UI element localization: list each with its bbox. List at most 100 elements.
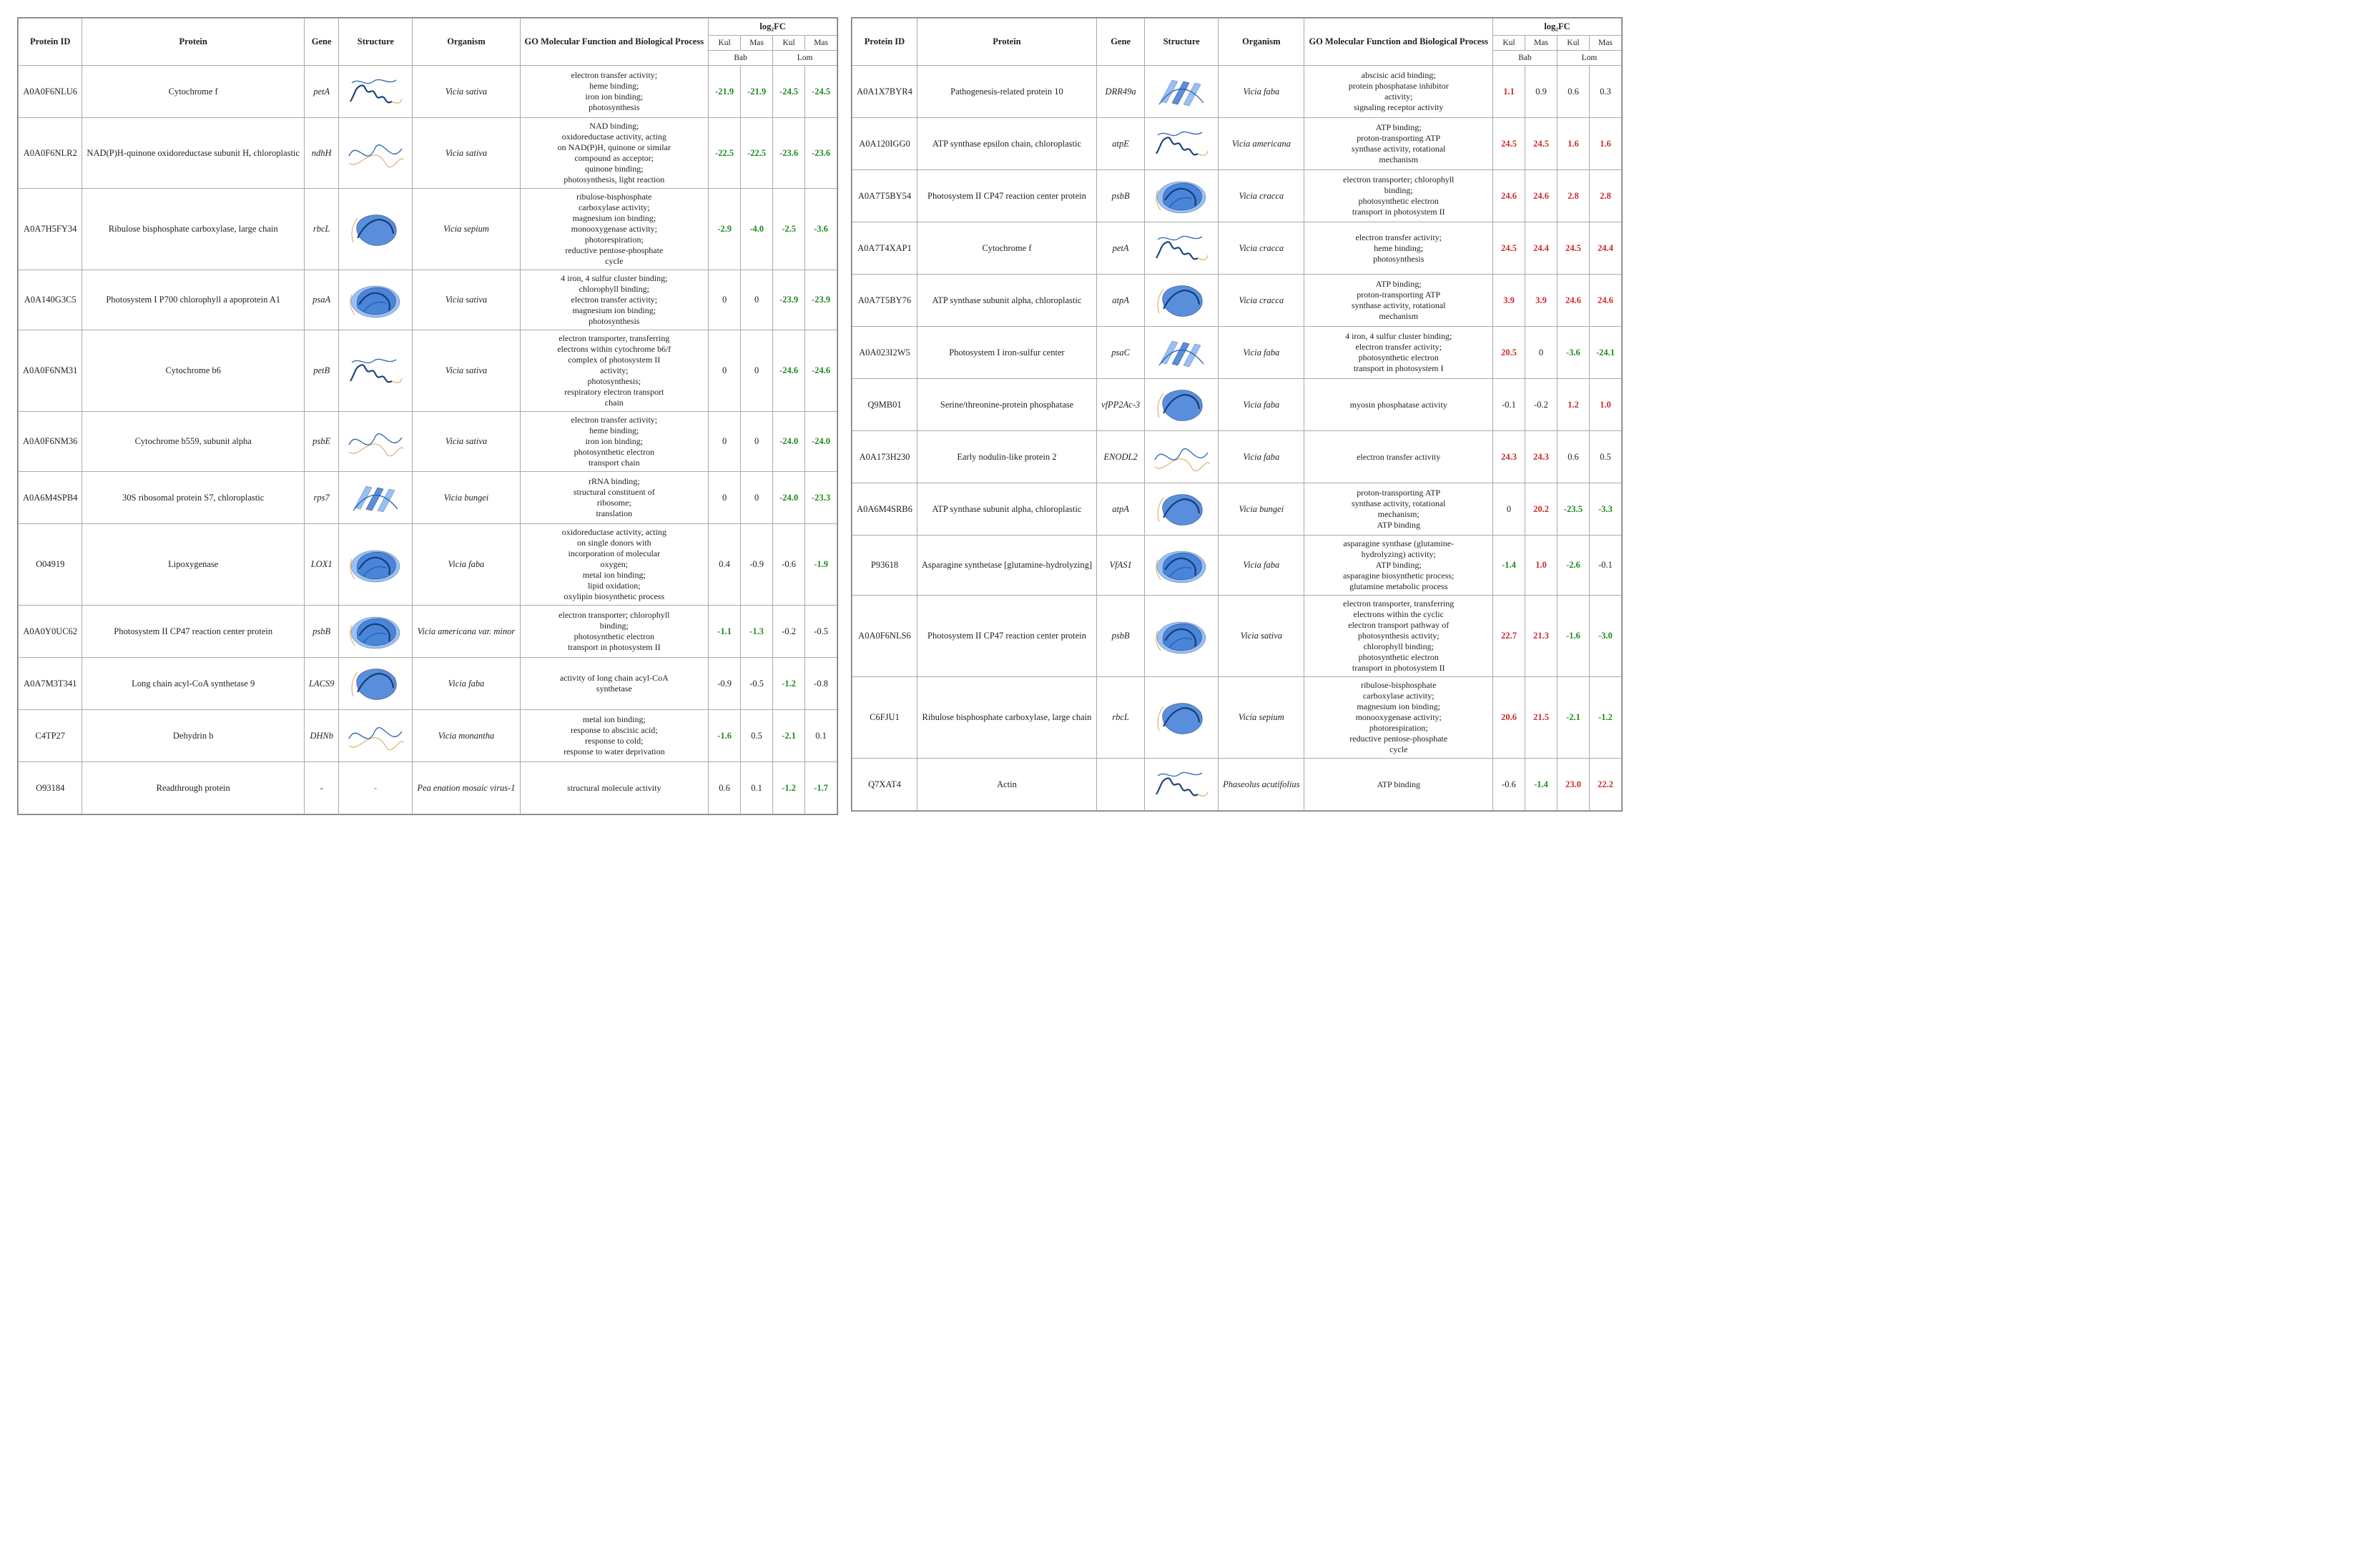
cell-organism: Vicia faba [1219,379,1304,431]
protein-table-right: Protein ID Protein Gene Structure Organi… [852,18,1622,811]
hdr-kul-2: Kul [773,36,805,51]
cell-structure [1145,66,1219,118]
cell-log2fc: -3.6 [1557,327,1590,379]
table-header: Protein ID Protein Gene Structure Organi… [19,19,837,66]
cell-log2fc: 24.3 [1525,431,1557,483]
cell-gene: rps7 [304,472,338,524]
cell-log2fc: -0.2 [773,606,805,658]
cell-log2fc: -4.0 [741,189,773,270]
table-row: A0A0F6NM31Cytochrome b6petB Vicia sativa… [19,330,837,412]
table-header: Protein ID Protein Gene Structure Organi… [852,19,1622,66]
cell-log2fc: 22.7 [1493,596,1525,677]
cell-protein-id: A0A7M3T341 [19,658,82,710]
cell-structure [1145,170,1219,222]
cell-protein: Cytochrome f [917,222,1096,275]
cell-log2fc: 0 [741,472,773,524]
cell-log2fc: -1.2 [773,762,805,814]
cell-protein: Ribulose bisphosphate carboxylase, large… [82,189,305,270]
table-row: A0A023I2W5Photosystem I iron-sulfur cent… [852,327,1622,379]
cell-log2fc: 1.1 [1493,66,1525,118]
cell-protein-id: A0A6M4SRB6 [852,483,917,536]
cell-gene [1097,759,1145,811]
cell-log2fc: 1.0 [1590,379,1622,431]
cell-protein: Cytochrome b6 [82,330,305,412]
cell-protein-id: A0A7T5BY54 [852,170,917,222]
cell-protein-id: P93618 [852,536,917,596]
cell-organism: Vicia monantha [413,710,520,762]
cell-log2fc: -24.5 [805,66,837,118]
hdr-bab: Bab [1493,51,1557,66]
cell-protein-id: A0A0F6NM36 [19,412,82,472]
cell-organism: Vicia bungei [413,472,520,524]
cell-protein: Photosystem II CP47 reaction center prot… [917,596,1096,677]
cell-protein-id: Q9MB01 [852,379,917,431]
table-row: C6FJU1Ribulose bisphosphate carboxylase,… [852,677,1622,759]
cell-organism: Vicia sativa [413,412,520,472]
hdr-organism: Organism [1219,19,1304,66]
table-row: A0A7T5BY54Photosystem II CP47 reaction c… [852,170,1622,222]
cell-log2fc: -1.3 [741,606,773,658]
cell-protein: ATP synthase subunit alpha, chloroplasti… [917,483,1096,536]
cell-log2fc: 0 [709,330,741,412]
cell-structure [1145,483,1219,536]
cell-gene: psbB [304,606,338,658]
cell-log2fc: 0.6 [1557,431,1590,483]
cell-go: metal ion binding;response to abscisic a… [520,710,709,762]
cell-log2fc: 3.9 [1525,275,1557,327]
cell-log2fc: -23.5 [1557,483,1590,536]
cell-go: NAD binding;oxidoreductase activity, act… [520,118,709,189]
cell-log2fc: 0 [1525,327,1557,379]
cell-protein: Photosystem II CP47 reaction center prot… [82,606,305,658]
cell-protein: NAD(P)H-quinone oxidoreductase subunit H… [82,118,305,189]
cell-log2fc: 0.4 [709,524,741,606]
cell-log2fc: 1.0 [1525,536,1557,596]
cell-log2fc: -2.9 [709,189,741,270]
cell-protein-id: C6FJU1 [852,677,917,759]
cell-protein: Cytochrome b559, subunit alpha [82,412,305,472]
cell-organism: Vicia sativa [413,66,520,118]
cell-go: activity of long chain acyl-CoAsynthetas… [520,658,709,710]
cell-go: ribulose-bisphosphatecarboxylase activit… [1304,677,1493,759]
cell-structure [1145,677,1219,759]
table-row: A0A7M3T341Long chain acyl-CoA synthetase… [19,658,837,710]
cell-log2fc: -1.4 [1493,536,1525,596]
cell-go: rRNA binding;structural constituent ofri… [520,472,709,524]
cell-protein-id: A0A0F6NLU6 [19,66,82,118]
hdr-protein-id: Protein ID [852,19,917,66]
cell-protein: 30S ribosomal protein S7, chloroplastic [82,472,305,524]
cell-log2fc: -24.0 [773,472,805,524]
cell-go: ATP binding;proton-transporting ATPsynth… [1304,275,1493,327]
cell-go: 4 iron, 4 sulfur cluster binding;chlorop… [520,270,709,330]
hdr-log2fc: log₂FC [1493,19,1622,36]
cell-organism: Vicia faba [413,658,520,710]
cell-gene: psbB [1097,596,1145,677]
cell-gene: atpE [1097,118,1145,170]
table-row: A0A120IGG0ATP synthase epsilon chain, ch… [852,118,1622,170]
cell-structure [1145,536,1219,596]
hdr-gene: Gene [304,19,338,66]
hdr-organism: Organism [413,19,520,66]
cell-go: asparagine synthase (glutamine-hydrolyzi… [1304,536,1493,596]
cell-go: myosin phosphatase activity [1304,379,1493,431]
table-row: A0A7H5FY34Ribulose bisphosphate carboxyl… [19,189,837,270]
cell-organism: Vicia sepium [413,189,520,270]
hdr-structure: Structure [339,19,413,66]
cell-gene: LOX1 [304,524,338,606]
cell-gene: petA [1097,222,1145,275]
cell-organism: Vicia americana var. minor [413,606,520,658]
cell-organism: Pea enation mosaic virus-1 [413,762,520,814]
table-row: A0A7T4XAP1Cytochrome fpetA Vicia craccae… [852,222,1622,275]
cell-log2fc: -2.1 [1557,677,1590,759]
cell-log2fc: 21.3 [1525,596,1557,677]
hdr-structure: Structure [1145,19,1219,66]
table-row: A0A6M4SRB6ATP synthase subunit alpha, ch… [852,483,1622,536]
table-row: C4TP27Dehydrin bDHNb Vicia monanthametal… [19,710,837,762]
cell-log2fc: 0 [1493,483,1525,536]
cell-log2fc: -22.5 [741,118,773,189]
cell-log2fc: -24.5 [773,66,805,118]
cell-protein-id: A0A173H230 [852,431,917,483]
table-row: A0A0F6NLR2NAD(P)H-quinone oxidoreductase… [19,118,837,189]
cell-protein: Actin [917,759,1096,811]
cell-go: electron transporter; chlorophyllbinding… [1304,170,1493,222]
table-row: A0A1X7BYR4Pathogenesis-related protein 1… [852,66,1622,118]
